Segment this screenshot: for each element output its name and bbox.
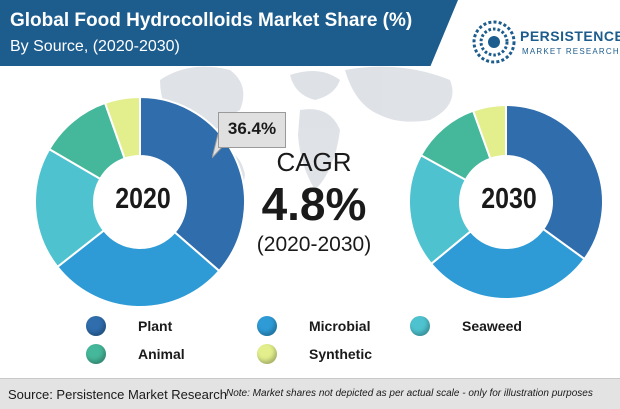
logo-brand-name: PERSISTENCE bbox=[520, 28, 620, 44]
donut-2020-slice-microbial bbox=[56, 229, 221, 308]
legend-label-animal: Animal bbox=[138, 346, 185, 362]
donut-2030-slice-microbial bbox=[429, 227, 586, 300]
legend-swatch-plant bbox=[86, 316, 106, 336]
legend-label-synthetic: Synthetic bbox=[309, 346, 373, 362]
legend-swatch-animal bbox=[86, 344, 106, 364]
donut-2020-hole bbox=[95, 157, 185, 247]
cagr-value: 4.8% bbox=[261, 178, 367, 230]
chart-title: Global Food Hydrocolloids Market Share (… bbox=[10, 10, 413, 31]
legend-label-microbial: Microbial bbox=[309, 318, 371, 334]
cagr-period: (2020-2030) bbox=[256, 233, 372, 256]
donut-2030-hole bbox=[461, 157, 551, 247]
footer-bar: Source: Persistence Market Research Note… bbox=[0, 378, 620, 409]
legend-swatch-seaweed bbox=[410, 316, 430, 336]
donut-2020-slice-synthetic bbox=[103, 95, 141, 160]
donut-2020-slice-seaweed bbox=[34, 147, 106, 269]
donut-2030-slice-synthetic bbox=[471, 103, 507, 160]
plant-share-callout: 36.4% bbox=[218, 112, 286, 148]
legend-label-plant: Plant bbox=[138, 318, 173, 334]
company-logo: PERSISTENCE MARKET RESEARCH bbox=[470, 18, 620, 68]
donut-center-label-2030: 2030 bbox=[481, 183, 537, 215]
title-band: Global Food Hydrocolloids Market Share (… bbox=[0, 0, 458, 66]
donut-2030-slice-seaweed bbox=[408, 153, 472, 266]
plant-share-data-label: 36.4% bbox=[227, 119, 277, 138]
legend-swatch-microbial bbox=[257, 316, 277, 336]
footer-source: Source: Persistence Market Research bbox=[8, 387, 227, 402]
legend-swatch-synthetic bbox=[257, 344, 277, 364]
footer-note: Note: Market shares not depicted as per … bbox=[226, 388, 593, 399]
cagr-label: CAGR bbox=[276, 147, 352, 177]
persistence-logo-icon bbox=[472, 20, 516, 64]
donut-2030-slice-plant bbox=[505, 103, 604, 261]
cagr-block: CAGR 4.8% (2020-2030) bbox=[244, 147, 384, 259]
legend-label-seaweed: Seaweed bbox=[462, 318, 522, 334]
donut-center-label-2020: 2020 bbox=[115, 183, 171, 215]
chart-subtitle: By Source, (2020-2030) bbox=[10, 38, 180, 55]
logo-tagline: MARKET RESEARCH bbox=[522, 47, 620, 56]
